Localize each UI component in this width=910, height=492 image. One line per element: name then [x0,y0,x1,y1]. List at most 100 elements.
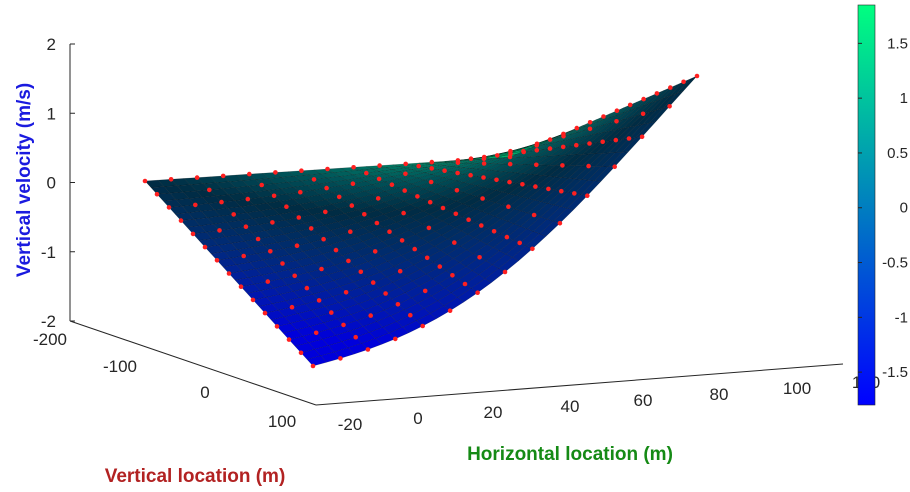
sample-marker [401,210,406,216]
sample-marker [694,73,700,79]
sample-marker [324,185,329,191]
sample-marker [245,196,251,202]
sample-marker [517,240,522,246]
sample-marker [626,136,632,141]
sample-marker [219,199,224,205]
sample-marker [395,302,401,307]
sample-marker [477,254,482,260]
sample-marker [614,119,619,124]
y-tick-label: 0 [200,383,209,402]
sample-marker [241,253,246,259]
sample-marker [587,141,592,146]
sample-marker [495,153,500,158]
sample-marker [247,171,252,177]
sample-marker [255,236,261,242]
sample-marker [587,120,593,125]
x-tick-label: 40 [561,397,580,416]
sample-marker [534,143,539,148]
sample-marker [530,246,535,252]
sample-marker [531,212,537,218]
sample-marker [190,231,196,237]
sample-marker [520,182,525,187]
colorbar-tick-label: -1.5 [882,364,908,381]
y-tick-label: -100 [103,357,137,376]
sample-marker [166,205,172,210]
sample-marker [681,79,686,85]
colorbar-tick-label: 1 [900,90,908,107]
sample-marker [641,96,646,102]
sample-marker [387,229,392,234]
sample-marker [640,111,646,117]
sample-marker [560,163,565,168]
sample-marker [437,264,443,269]
sample-marker [325,166,330,172]
sample-marker [479,223,484,228]
sample-marker [348,229,353,234]
sample-marker [217,228,222,233]
sample-marker [491,229,497,234]
sample-marker [298,189,303,195]
sample-marker [507,179,512,185]
sample-marker [507,161,513,167]
sample-marker [338,356,343,361]
sample-marker [559,188,564,194]
sample-marker [220,173,226,179]
sample-marker [468,172,473,178]
sample-marker [178,218,184,223]
sample-marker [521,148,526,154]
sample-marker [299,168,304,173]
sample-marker [226,271,232,276]
sample-marker [168,177,174,182]
sample-marker [336,194,342,200]
sample-marker [358,269,364,275]
y-axis-label: Vertical location (m) [105,466,286,487]
sample-marker [377,163,382,168]
sample-marker [154,191,160,197]
sample-marker [193,202,198,208]
sample-marker [574,125,580,131]
sample-marker [480,196,485,201]
sample-marker [389,182,395,187]
sample-marker [627,102,633,108]
sample-marker [364,170,369,176]
sample-marker [450,273,455,278]
sample-marker [468,156,474,161]
sample-marker [614,108,620,113]
sample-marker [268,249,273,254]
z-tick-label: 1 [47,104,56,123]
sample-marker [142,178,148,184]
x-tick-label: 80 [710,385,729,404]
sample-marker [370,280,376,285]
sample-marker [547,137,553,142]
sample-marker [399,238,405,243]
sample-marker [481,175,486,180]
colorbar-ticks: -1.5 -1 -0.5 0 0.5 1 1.5 [858,35,908,381]
sample-marker [284,204,289,209]
sample-marker [329,310,334,315]
sample-marker [374,220,380,226]
sample-marker [508,148,513,154]
sample-marker [273,170,278,175]
sample-marker [402,188,408,193]
sample-marker [207,187,212,193]
sample-marker [292,273,298,279]
sample-marker [346,258,351,264]
sample-marker [323,209,328,215]
sample-marker [349,203,355,208]
sample-marker [547,146,553,151]
sample-marker [612,164,617,169]
sample-marker [397,268,403,274]
sample-marker [502,269,508,275]
velocity-surface [144,75,698,367]
sample-marker [311,177,317,182]
sample-marker [654,91,660,96]
sample-marker [455,158,461,163]
sample-marker [368,313,374,318]
sample-marker [586,163,591,169]
sample-marker [350,181,356,186]
sample-marker [426,225,432,231]
sample-marker [383,291,388,296]
sample-marker [250,297,256,303]
sample-marker [600,139,605,145]
z-tick-label: -2 [41,312,56,331]
